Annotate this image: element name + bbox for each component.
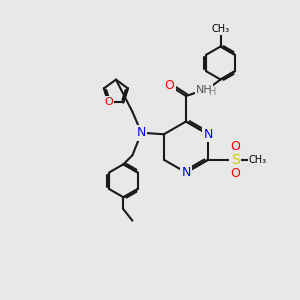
Text: CH₃: CH₃ <box>212 24 230 34</box>
Text: S: S <box>231 153 239 167</box>
Text: N: N <box>181 166 191 179</box>
Text: N: N <box>203 128 213 141</box>
Text: NH: NH <box>196 85 212 95</box>
Text: O: O <box>230 167 240 180</box>
Text: H: H <box>209 86 216 97</box>
Text: O: O <box>230 140 240 153</box>
Text: CH₃: CH₃ <box>248 155 267 165</box>
Text: N: N <box>137 126 146 139</box>
Text: O: O <box>104 98 113 107</box>
Text: O: O <box>165 79 174 92</box>
